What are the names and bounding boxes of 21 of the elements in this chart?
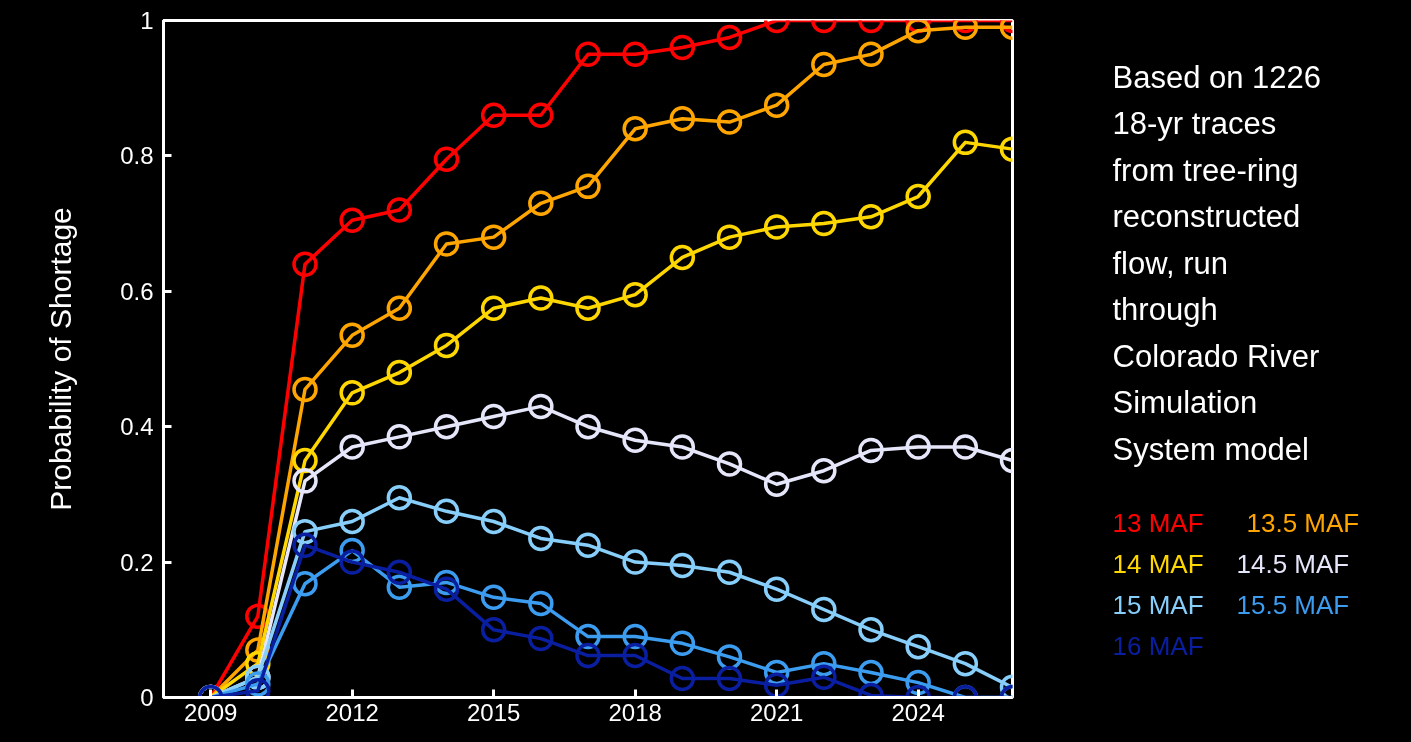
- y-tick-label: 0.4: [120, 413, 154, 441]
- text: 16 MAF: [1112, 631, 1204, 662]
- x-tick-label: 2015: [466, 698, 521, 726]
- text: 13 MAF: [1112, 508, 1204, 539]
- y-tick-label: 0.6: [120, 277, 154, 305]
- y-tick-label: 0.8: [120, 142, 154, 170]
- text: 14 MAF: [1112, 549, 1204, 580]
- y-tick-label: 0: [140, 684, 154, 711]
- x-tick-label: 2021: [749, 698, 804, 726]
- y-tick-label: 0.2: [120, 548, 154, 576]
- x-tick-label: 2024: [891, 698, 945, 726]
- text: 15 MAF: [1112, 590, 1204, 621]
- x-tick-label: 2018: [608, 698, 662, 726]
- y-axis-title: Probability of Shortage: [44, 207, 78, 511]
- text: Based on 1226 18-yr traces from tree-ring reconstructed flow, run through Colorado River Simulation System model: [1112, 59, 1322, 467]
- x-tick-label: 2012: [325, 698, 379, 726]
- text: 15.5 MAF: [1236, 590, 1350, 621]
- x-tick-label: 2009: [183, 698, 238, 726]
- y-tick-label: 1: [140, 7, 154, 34]
- text: 13.5 MAF: [1246, 508, 1360, 539]
- text: 14.5 MAF: [1236, 549, 1350, 580]
